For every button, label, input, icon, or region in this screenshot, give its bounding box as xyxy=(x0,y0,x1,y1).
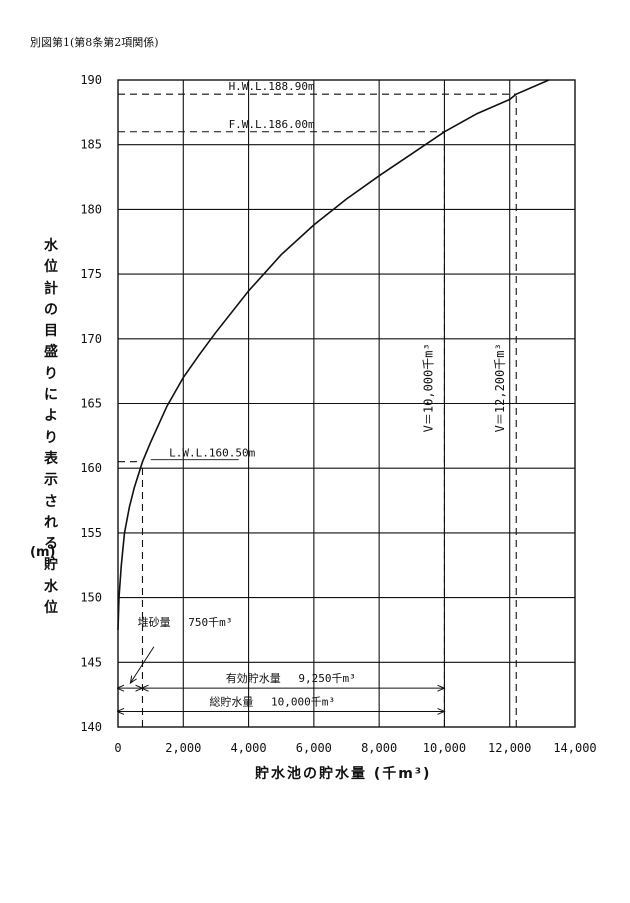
x-axis-label: 貯水池の貯水量 (千m³) xyxy=(255,766,432,782)
x-tick-label: 14,000 xyxy=(553,741,596,755)
total-storage-label: 総貯水量 10,000千m³ xyxy=(209,694,335,708)
level-label: H.W.L.188.90m xyxy=(229,80,315,93)
y-axis-label-char: り xyxy=(44,429,58,446)
y-axis-label-char: よ xyxy=(44,408,58,425)
y-axis-label-char: る xyxy=(44,536,58,553)
y-axis-label-char: 表 xyxy=(44,450,58,467)
y-tick-label: 160 xyxy=(80,461,102,475)
y-tick-label: 165 xyxy=(80,397,102,411)
x-tick-label: 2,000 xyxy=(165,741,201,755)
y-axis-label-char: 水 xyxy=(44,578,58,595)
y-axis-label: 水位計の目盛りにより表示される貯水位 xyxy=(40,236,62,619)
x-tick-label: 10,000 xyxy=(423,741,466,755)
y-axis-label-char: の xyxy=(44,301,58,318)
y-axis-label-char: れ xyxy=(44,514,58,531)
y-axis-label-char: 盛 xyxy=(44,344,58,361)
axis-ticks: 0 2,000 4,000 6,000 8,000 10,000 12,000 14,000 1… xyxy=(80,73,596,755)
grid xyxy=(117,79,576,728)
y-axis-label-char: 水 xyxy=(44,238,58,254)
y-tick-label: 155 xyxy=(80,526,102,540)
y-tick-label: 145 xyxy=(80,655,102,669)
y-axis-label-char: 位 xyxy=(44,600,58,617)
sediment-label: 堆砂量 750千m³ xyxy=(138,616,233,629)
water-levels: H.W.L.188.90m F.W.L.186.00m L.W.L.160.50m V… xyxy=(118,80,517,727)
y-tick-label: 190 xyxy=(80,73,102,87)
page-header: 別図第1(第8条第2項関係) xyxy=(30,36,159,49)
y-tick-label: 180 xyxy=(80,202,102,216)
y-axis-label-char: 目 xyxy=(44,323,58,340)
y-axis-label-char: 貯 xyxy=(44,557,58,574)
volume-label: V＝12,200千m³ xyxy=(493,343,507,432)
sediment-leader xyxy=(130,646,155,683)
y-tick-label: 170 xyxy=(80,332,102,346)
x-tick-label: 12,000 xyxy=(488,741,531,755)
level-label: L.W.L.160.50m xyxy=(169,447,255,460)
level-label: F.W.L.186.00m xyxy=(229,118,315,131)
effective-storage-label: 有効貯水量 9,250千m³ xyxy=(226,671,356,685)
y-tick-label: 140 xyxy=(80,720,102,734)
x-tick-label: 6,000 xyxy=(296,741,332,755)
y-tick-label: 175 xyxy=(80,267,102,281)
volume-label: V＝10,000千m³ xyxy=(421,343,435,432)
y-tick-label: 185 xyxy=(80,138,102,152)
y-axis-label-char: に xyxy=(44,387,58,404)
storage-curve-line xyxy=(117,79,550,631)
y-tick-label: 150 xyxy=(80,591,102,605)
x-tick-label: 4,000 xyxy=(231,741,267,755)
y-axis-label-char: 位 xyxy=(44,259,58,276)
y-axis-label-char: さ xyxy=(44,493,58,510)
y-axis-label-char: 示 xyxy=(44,472,58,489)
x-tick-label: 0 xyxy=(114,741,121,755)
x-tick-label: 8,000 xyxy=(361,741,397,755)
y-axis-label-char: り xyxy=(44,365,58,382)
y-axis-label-char: 計 xyxy=(44,280,58,297)
y-axis-unit: (m) xyxy=(30,545,56,560)
annotations: 有効貯水量 9,250千m³ 総貯水量 10,000千m³ 堆砂量 750千m³ xyxy=(118,616,444,711)
